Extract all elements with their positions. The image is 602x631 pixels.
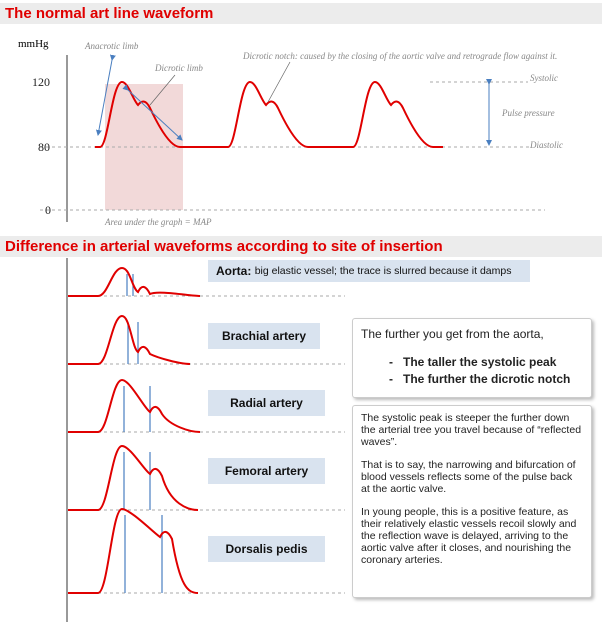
explanation-box: The systolic peak is steeper the further… — [352, 405, 592, 598]
site-label: Aorta: big elastic vessel; the trace is … — [208, 260, 530, 282]
waveform — [68, 266, 201, 297]
bullet: - The further the dicrotic notch — [389, 372, 571, 386]
waveform — [68, 378, 201, 433]
paragraph: That is to say, the narrowing and bifurc… — [361, 459, 576, 495]
pointer — [267, 61, 291, 103]
annotation: Dicrotic notch: caused by the closing of… — [242, 51, 557, 61]
site-label: Femoral artery — [208, 458, 325, 484]
annotation: Area under the graph = MAP — [104, 217, 212, 227]
pointer — [149, 74, 176, 106]
tick-label: 120 — [32, 75, 50, 89]
site-description: big elastic vessel; the trace is slurred… — [254, 265, 512, 277]
annotation: Pulse pressure — [501, 108, 555, 118]
bullet-text: The taller the systolic peak — [403, 355, 557, 369]
dicrotic-arrow — [122, 84, 183, 141]
bullet: - The taller the systolic peak — [389, 355, 557, 369]
paragraph: The systolic peak is steeper the further… — [361, 412, 582, 448]
site-label: Radial artery — [208, 390, 325, 416]
annotation: Anacrotic limb — [84, 41, 139, 51]
site-label: Brachial artery — [208, 323, 320, 349]
tick-label: 80 — [38, 140, 50, 154]
waveform — [68, 444, 199, 511]
annotation: Diastolic — [529, 140, 563, 150]
section-title: Difference in arterial waveforms accordi… — [0, 236, 602, 257]
annotation: Dicrotic limb — [154, 63, 203, 73]
site-name: Aorta: — [216, 264, 252, 278]
anacrotic-arrow — [95, 54, 116, 136]
tick-label: 0 — [45, 203, 51, 217]
bullet-text: The further the dicrotic notch — [403, 372, 571, 386]
annotation: Systolic — [530, 73, 558, 83]
paragraph: In young people, this is a positive feat… — [361, 506, 577, 566]
summary-intro: The further you get from the aorta, — [361, 327, 544, 341]
summary-box: The further you get from the aorta, - Th… — [352, 318, 592, 398]
axis-label: mmHg — [18, 38, 49, 50]
waveform — [68, 507, 199, 594]
section-title: The normal art line waveform — [0, 3, 602, 24]
site-label: Dorsalis pedis — [208, 536, 325, 562]
site-waveforms — [68, 266, 345, 594]
waveform — [68, 314, 191, 365]
